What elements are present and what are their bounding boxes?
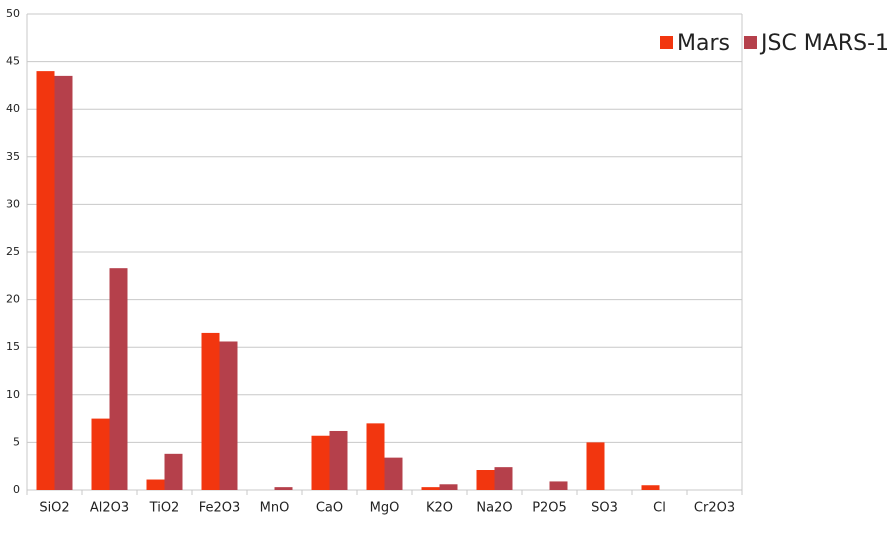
x-tick-label: K2O (426, 501, 453, 516)
legend-label: Mars (677, 31, 730, 56)
bar (421, 487, 440, 490)
x-tick-label: Cr2O3 (694, 501, 735, 516)
x-tick-label: Fe2O3 (199, 501, 241, 516)
bar (54, 75, 73, 490)
y-tick-label: 35 (6, 150, 20, 163)
bar (384, 457, 403, 490)
legend-label: JSC MARS-1 (759, 31, 889, 56)
y-tick-label: 50 (6, 7, 20, 20)
x-tick-label: CaO (316, 501, 343, 516)
bar (549, 481, 568, 490)
x-tick-label: Al2O3 (90, 501, 129, 516)
x-tick-label: SO3 (591, 501, 618, 516)
bar (36, 71, 55, 491)
x-tick-label: MgO (370, 501, 400, 516)
x-tick-label: Na2O (476, 501, 512, 516)
bar (586, 442, 605, 490)
y-tick-label: 10 (6, 388, 20, 401)
bar (219, 341, 238, 490)
y-tick-label: 0 (13, 483, 20, 496)
y-tick-label: 40 (6, 102, 20, 115)
bar (641, 485, 660, 490)
x-tick-label: TiO2 (149, 501, 180, 516)
y-tick-label: 30 (6, 197, 20, 210)
bar (329, 430, 348, 490)
bar (91, 418, 110, 490)
x-tick-label: MnO (260, 501, 290, 516)
bar (164, 453, 183, 490)
y-tick-label: 45 (6, 55, 20, 68)
legend-swatch (660, 36, 673, 49)
bar (109, 268, 128, 490)
bar (146, 479, 165, 490)
y-tick-label: 15 (6, 340, 20, 353)
y-tick-label: 25 (6, 245, 20, 258)
x-tick-label: P2O5 (532, 501, 567, 516)
bar (201, 332, 220, 490)
bar (274, 487, 293, 490)
x-tick-label: SiO2 (39, 501, 69, 516)
x-tick-label: Cl (653, 501, 666, 516)
legend-swatch (743, 36, 757, 49)
bar (366, 423, 385, 490)
y-tick-label: 20 (6, 293, 20, 306)
bar (439, 484, 458, 490)
bar (494, 467, 513, 490)
y-tick-label: 5 (13, 435, 20, 448)
bar (311, 435, 330, 490)
bar (476, 470, 495, 490)
